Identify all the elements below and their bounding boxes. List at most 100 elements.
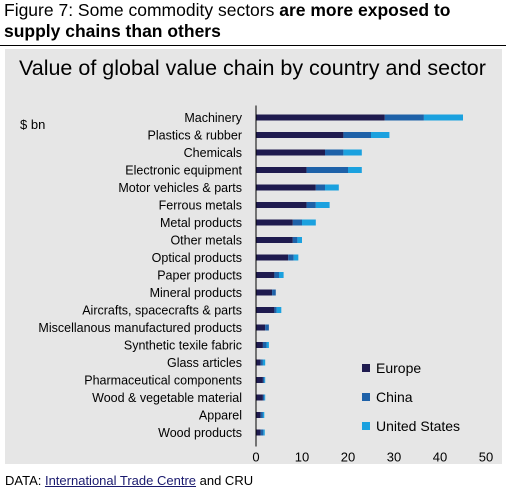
bar-apparel-china — [260, 412, 263, 418]
bar-aircrafts-spacecrafts-parts-united-states — [276, 307, 282, 313]
category-label-miscellanous-manufactured-products: Miscellanous manufactured products — [38, 321, 242, 335]
category-label-chemicals: Chemicals — [184, 146, 242, 160]
category-label-synthetic-texile-fabric: Synthetic texile fabric — [124, 339, 242, 353]
source-note: DATA: International Trade Centre and CRU — [5, 473, 253, 488]
bar-wood-vegetable-material-united-states — [264, 394, 266, 401]
x-tick-label-20: 20 — [341, 450, 355, 465]
bar-glass-articles-united-states — [262, 359, 266, 366]
bar-paper-products-europe — [256, 272, 275, 278]
bar-machinery-united-states — [423, 114, 463, 121]
category-label-optical-products: Optical products — [152, 251, 242, 265]
bar-wood-vegetable-material-china — [262, 394, 265, 401]
category-labels: Machinery Plastics & rubber Chemicals Elect… — [38, 111, 242, 440]
legend-swatch-united-states — [362, 422, 370, 430]
legend-label-china: China — [376, 389, 413, 405]
bar-plastics-rubber-europe — [256, 132, 344, 138]
unit-label: $ bn — [20, 117, 46, 132]
bar-ferrous-metals-china — [306, 202, 316, 208]
x-tick-label-50: 50 — [479, 450, 493, 465]
category-label-plastics-rubber: Plastics & rubber — [148, 129, 242, 143]
bar-chemicals-united-states — [343, 149, 362, 156]
x-tick-label-40: 40 — [433, 450, 447, 465]
bar-wood-vegetable-material-europe — [256, 394, 263, 401]
bar-optical-products-united-states — [293, 254, 299, 261]
category-label-paper-products: Paper products — [157, 269, 242, 283]
bar-optical-products-china — [288, 254, 294, 261]
bar-metal-products-united-states — [302, 219, 316, 226]
bar-mineral-products-china — [272, 289, 276, 296]
bar-chemicals-china — [325, 149, 344, 156]
bar-electronic-equipment-china — [306, 167, 348, 173]
x-axis-ticks: 0 10 20 30 40 50 — [252, 450, 493, 465]
bar-apparel-united-states — [262, 412, 265, 418]
source-prefix: DATA: — [5, 473, 45, 488]
category-label-glass-articles: Glass articles — [167, 356, 242, 370]
category-label-electronic-equipment: Electronic equipment — [125, 164, 242, 178]
bar-synthetic-texile-fabric-china — [262, 342, 267, 348]
bar-wood-products-china — [260, 429, 264, 436]
bar-metal-products-china — [292, 219, 302, 226]
category-label-pharmaceutical-components: Pharmaceutical components — [84, 374, 242, 388]
category-label-wood-vegetable-material: Wood & vegetable material — [92, 391, 242, 405]
bar-paper-products-china — [274, 272, 279, 278]
category-label-apparel: Apparel — [199, 409, 242, 423]
bar-optical-products-europe — [256, 254, 289, 261]
bar-ferrous-metals-europe — [256, 202, 307, 208]
bar-apparel-europe — [256, 412, 261, 418]
bar-pharmaceutical-components-china — [262, 377, 265, 383]
bar-motor-vehicles-parts-europe — [256, 184, 316, 191]
bar-pharmaceutical-components-europe — [256, 377, 263, 383]
bar-chemicals-europe — [256, 149, 325, 156]
bar-machinery-europe — [256, 114, 385, 121]
bar-other-metals-china — [292, 237, 298, 243]
bar-electronic-equipment-united-states — [348, 167, 362, 173]
bar-plastics-rubber-china — [343, 132, 371, 138]
bars-layer — [256, 114, 463, 436]
source-link[interactable]: International Trade Centre — [44, 473, 197, 488]
bar-machinery-china — [384, 114, 424, 121]
legend-swatch-china — [362, 393, 370, 401]
category-label-motor-vehicles-parts: Motor vehicles & parts — [118, 181, 242, 195]
bar-plastics-rubber-united-states — [371, 132, 390, 138]
bar-miscellanous-manufactured-products-europe — [256, 324, 266, 331]
category-label-metal-products: Metal products — [160, 216, 242, 230]
category-label-wood-products: Wood products — [158, 426, 242, 440]
legend-label-united-states: United States — [376, 418, 460, 434]
bar-glass-articles-china — [260, 359, 263, 366]
figure-title-emphasis: are more exposed to supply chains than o… — [4, 0, 451, 41]
legend: Europe China United States — [362, 360, 460, 434]
figure-title-prefix: Figure 7: Some commodity sectors — [4, 0, 280, 20]
x-tick-label-0: 0 — [252, 450, 259, 465]
category-label-machinery: Machinery — [184, 111, 242, 125]
bar-glass-articles-europe — [256, 359, 261, 366]
bar-other-metals-europe — [256, 237, 293, 243]
bar-aircrafts-spacecrafts-parts-china — [274, 307, 277, 313]
bar-metal-products-europe — [256, 219, 293, 226]
category-label-other-metals: Other metals — [170, 234, 242, 248]
category-label-aircrafts-spacecrafts-parts: Aircrafts, spacecrafts & parts — [82, 304, 242, 318]
bar-paper-products-united-states — [279, 272, 284, 278]
bar-electronic-equipment-europe — [256, 167, 307, 173]
legend-swatch-europe — [362, 364, 370, 372]
category-label-mineral-products: Mineral products — [150, 286, 242, 300]
bar-motor-vehicles-parts-united-states — [325, 184, 339, 191]
title-divider — [0, 45, 506, 46]
bar-mineral-products-europe — [256, 289, 273, 296]
figure-title: Figure 7: Some commodity sectors are mor… — [4, 0, 500, 42]
bar-other-metals-united-states — [297, 237, 302, 243]
x-tick-label-10: 10 — [295, 450, 309, 465]
bar-synthetic-texile-fabric-europe — [256, 342, 263, 348]
source-suffix: and CRU — [196, 473, 254, 488]
category-label-ferrous-metals: Ferrous metals — [159, 199, 242, 213]
legend-label-europe: Europe — [376, 360, 421, 376]
bar-motor-vehicles-parts-china — [315, 184, 325, 191]
bar-wood-products-europe — [256, 429, 261, 436]
bar-synthetic-texile-fabric-united-states — [266, 342, 269, 348]
x-tick-label-30: 30 — [387, 450, 401, 465]
bar-aircrafts-spacecrafts-parts-europe — [256, 307, 275, 313]
bar-miscellanous-manufactured-products-china — [265, 324, 269, 331]
bar-pharmaceutical-components-united-states — [264, 377, 266, 383]
bar-wood-products-united-states — [263, 429, 265, 436]
chart-title: Value of global value chain by country a… — [19, 56, 486, 80]
